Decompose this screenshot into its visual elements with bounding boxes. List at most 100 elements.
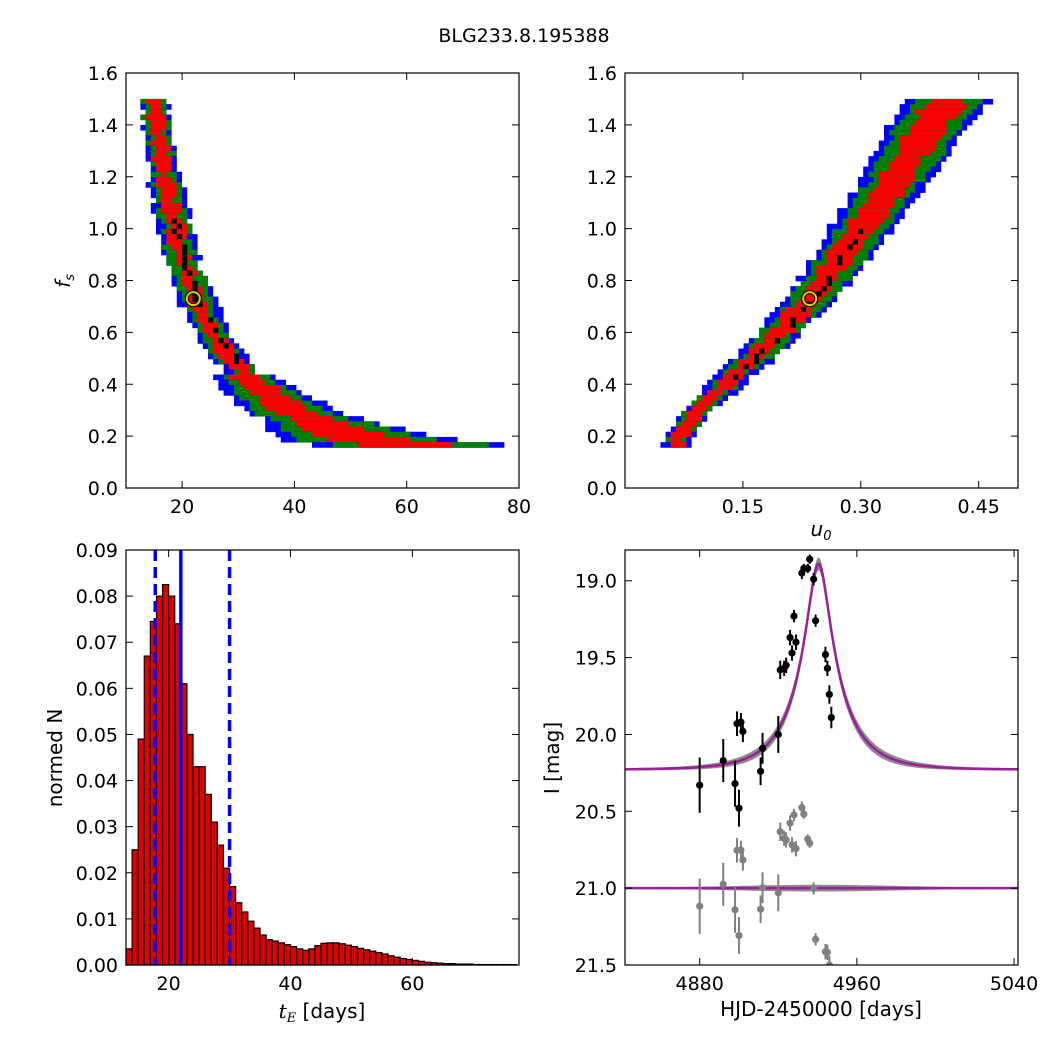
histogram-bar: [259, 934, 267, 966]
best-region-cell: [213, 327, 219, 334]
histogram-bar: [320, 942, 328, 966]
red-region-row: [858, 208, 890, 214]
histogram-bar: [411, 959, 420, 966]
red-region-row: [239, 379, 266, 386]
histogram-bar: [326, 942, 334, 966]
red-region-row: [197, 312, 208, 318]
residual-point: [696, 902, 704, 910]
x-tick-label: 4960: [833, 973, 881, 995]
data-point: [806, 555, 814, 563]
histogram-bar: [186, 733, 194, 966]
red-region-row: [358, 442, 453, 448]
red-region-row: [811, 280, 832, 287]
x-tick-label: 4880: [675, 973, 723, 995]
histogram-bar: [241, 911, 249, 966]
residual-point: [790, 811, 798, 819]
red-region-row: [145, 98, 162, 105]
red-region-row: [899, 150, 931, 157]
best-region-cell: [800, 306, 806, 313]
axes-frame: [125, 549, 520, 966]
red-region-row: [858, 213, 890, 219]
histogram-bar: [198, 766, 206, 966]
red-region-row: [150, 109, 162, 115]
red-region-row: [868, 192, 905, 199]
red-region-row: [728, 369, 744, 375]
red-region-row: [686, 416, 702, 422]
best-region-cell: [837, 254, 843, 261]
red-region-row: [915, 119, 947, 126]
x-tick-label: 0.15: [722, 496, 764, 518]
best-region-cell: [858, 228, 864, 235]
histogram-bar: [265, 939, 273, 966]
red-region-row: [780, 322, 796, 329]
red-region-row: [150, 140, 167, 147]
red-region-row: [260, 400, 302, 407]
best-region-cell: [192, 296, 198, 303]
histogram-bar: [405, 958, 413, 966]
red-region-row: [228, 374, 260, 381]
red-region-row: [161, 192, 177, 199]
residual-point: [798, 803, 806, 812]
red-region-row: [171, 244, 182, 251]
red-region-row: [899, 135, 942, 141]
best-region-cell: [182, 249, 188, 256]
data-point: [788, 649, 796, 657]
red-region-row: [202, 327, 219, 334]
data-point: [696, 781, 704, 789]
red-region-row: [291, 416, 333, 422]
residual-point: [825, 961, 833, 965]
data-point: [821, 650, 830, 659]
histogram-bar: [155, 595, 164, 966]
best-region-cell: [192, 286, 198, 292]
red-region-row: [868, 197, 895, 204]
red-region-row: [925, 104, 968, 110]
y-tick-label: 1.4: [88, 115, 118, 137]
best-region-cell: [234, 358, 240, 365]
panel-fs-vs-te: 20 40 60 800.00.20.40.60.81.01.21.41.6fs: [51, 63, 531, 518]
y-tick-label: 19.0: [575, 571, 617, 593]
red-region-row: [691, 405, 708, 412]
red-region-row: [312, 431, 385, 438]
data-point: [812, 617, 820, 625]
y-tick-label: 1.0: [88, 219, 118, 241]
red-region-row: [296, 421, 349, 427]
red-region-row: [910, 130, 947, 136]
red-region-row: [681, 421, 697, 427]
y-tick-label: 0.2: [587, 426, 617, 448]
red-region-row: [670, 431, 692, 438]
y-tick-label: 1.0: [587, 219, 617, 241]
red-region-row: [899, 140, 936, 147]
histogram-bar: [332, 942, 340, 966]
data-point: [827, 713, 835, 722]
best-region-cell: [837, 260, 843, 266]
y-tick-label: 0.8: [88, 271, 118, 293]
red-region-row: [717, 384, 734, 391]
histogram-bar: [277, 942, 286, 966]
red-region-row: [748, 348, 770, 355]
best-region-cell: [790, 322, 796, 329]
red-region-row: [826, 249, 858, 256]
red-region-row: [275, 410, 318, 417]
y-tick-label: 0.4: [88, 374, 118, 396]
red-region-row: [910, 124, 947, 131]
red-region-row: [920, 114, 957, 121]
best-region-cell: [759, 348, 765, 355]
red-region-row: [156, 161, 172, 167]
best-region-cell: [852, 239, 858, 245]
red-region-row: [930, 98, 962, 105]
y-tick-label: 21.0: [575, 878, 617, 900]
red-region-row: [218, 353, 234, 360]
red-region-row: [150, 124, 167, 131]
red-region-row: [327, 436, 411, 443]
red-region-row: [780, 312, 812, 318]
red-region-row: [878, 182, 910, 188]
histogram-bars: [125, 583, 517, 966]
red-region-row: [156, 150, 167, 157]
residual-point: [758, 884, 767, 892]
y-tick-label: 0.05: [76, 724, 118, 746]
residual-point: [782, 836, 790, 844]
histogram-bar: [356, 947, 365, 966]
residual-point: [823, 948, 831, 956]
best-region-cell: [182, 260, 188, 266]
